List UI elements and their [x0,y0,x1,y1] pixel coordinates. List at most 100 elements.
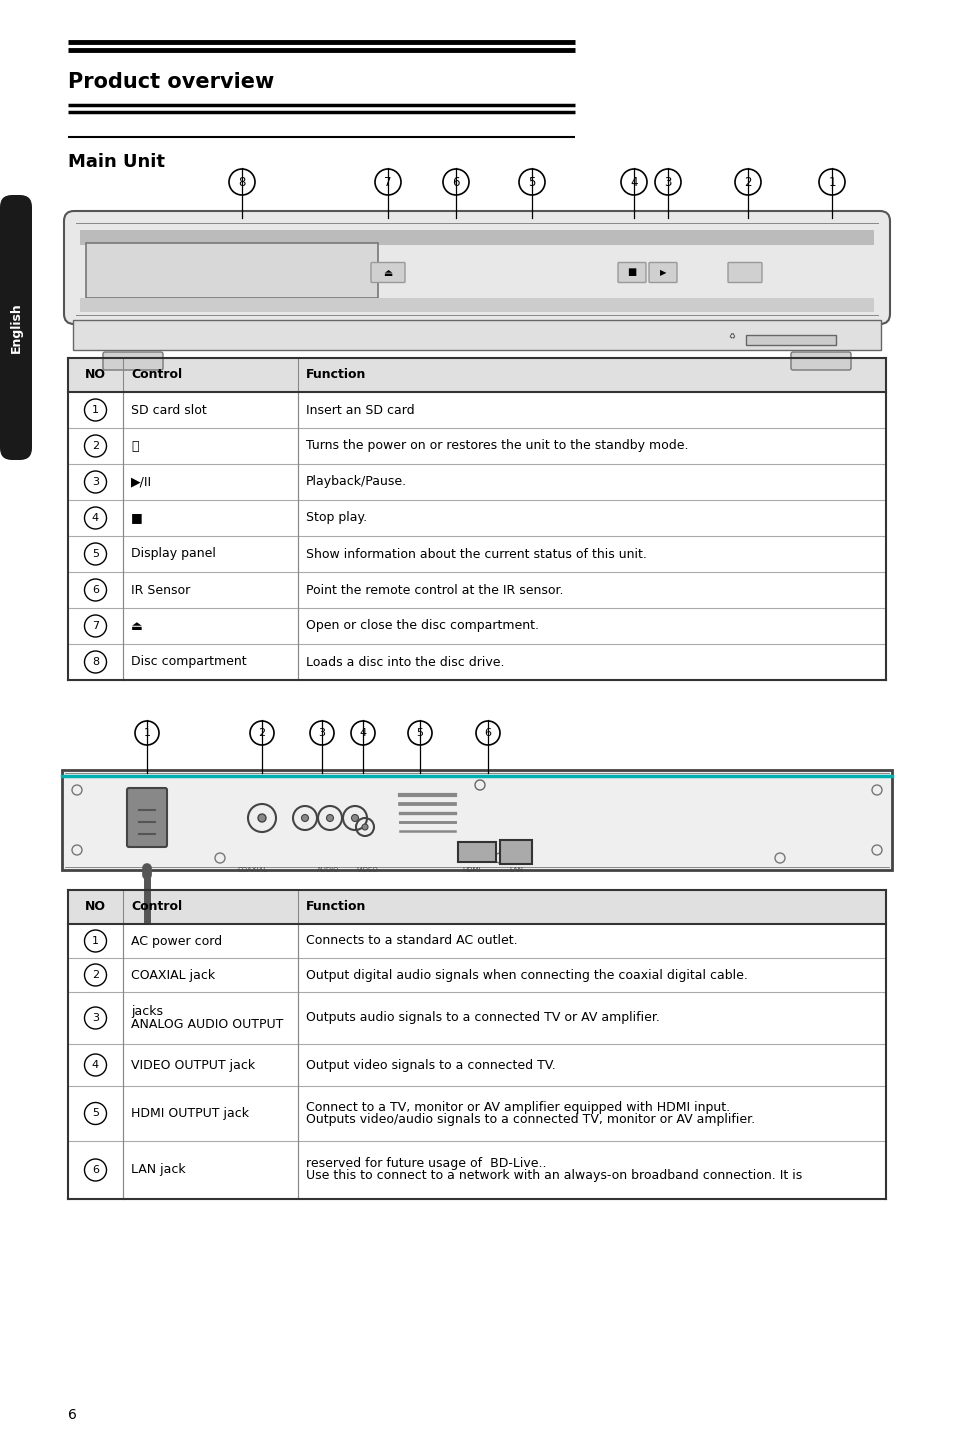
Text: 6: 6 [91,586,99,596]
Circle shape [301,815,308,822]
Text: NO: NO [85,901,106,914]
FancyBboxPatch shape [68,891,885,1199]
Text: Show information about the current status of this unit.: Show information about the current statu… [306,547,646,560]
Text: 4: 4 [359,727,366,737]
Text: IR Sensor: IR Sensor [131,583,190,597]
Text: Use this to connect to a network with an always-on broadband connection. It is: Use this to connect to a network with an… [306,1170,801,1183]
Text: COAXIAL: COAXIAL [237,866,268,874]
Text: 5: 5 [91,548,99,558]
Text: Function: Function [306,368,366,381]
Text: Open or close the disc compartment.: Open or close the disc compartment. [306,620,538,633]
Text: Product overview: Product overview [68,72,274,92]
Text: 2: 2 [743,176,751,189]
Text: ▶/II: ▶/II [131,475,152,488]
FancyBboxPatch shape [499,841,532,863]
Text: Stop play.: Stop play. [306,511,367,524]
FancyBboxPatch shape [68,358,885,392]
Text: VIDEO OUTPUT jack: VIDEO OUTPUT jack [131,1058,254,1071]
Text: 5: 5 [91,1108,99,1118]
Text: VIDEO: VIDEO [356,866,378,874]
Text: 6: 6 [484,727,491,737]
Text: 1: 1 [143,727,151,737]
FancyBboxPatch shape [80,231,873,245]
Text: Outputs video/audio signals to a connected TV, monitor or AV amplifier.: Outputs video/audio signals to a connect… [306,1113,755,1126]
Text: 1: 1 [91,405,99,415]
FancyBboxPatch shape [73,319,880,349]
Text: Outputs audio signals to a connected TV or AV amplifier.: Outputs audio signals to a connected TV … [306,1011,659,1024]
Text: Insert an SD card: Insert an SD card [306,404,415,417]
Text: AUDIO: AUDIO [316,866,339,874]
FancyBboxPatch shape [790,352,850,369]
Text: SD card slot: SD card slot [131,404,207,417]
Text: HDMI: HDMI [462,866,480,874]
FancyBboxPatch shape [648,262,677,282]
Text: Output digital audio signals when connecting the coaxial digital cable.: Output digital audio signals when connec… [306,968,747,981]
FancyBboxPatch shape [371,262,405,282]
Text: Connect to a TV, monitor or AV amplifier equipped with HDMI input.: Connect to a TV, monitor or AV amplifier… [306,1101,729,1114]
Circle shape [351,815,358,822]
FancyBboxPatch shape [457,842,496,862]
Text: Main Unit: Main Unit [68,153,165,170]
Circle shape [257,813,266,822]
Text: 6: 6 [452,176,459,189]
Text: 2: 2 [91,441,99,451]
FancyBboxPatch shape [618,262,645,282]
Text: 8: 8 [238,176,246,189]
Text: Control: Control [131,901,182,914]
FancyBboxPatch shape [62,770,891,871]
Text: 2: 2 [91,969,99,979]
Text: 7: 7 [384,176,392,189]
FancyBboxPatch shape [127,788,167,846]
Text: ⏏: ⏏ [383,268,393,278]
Text: Turns the power on or restores the unit to the standby mode.: Turns the power on or restores the unit … [306,440,688,453]
Text: ♻: ♻ [728,332,735,341]
Text: ⏻: ⏻ [131,440,138,453]
Text: Disc compartment: Disc compartment [131,656,247,669]
Text: LAN jack: LAN jack [131,1163,186,1177]
Text: Control: Control [131,368,182,381]
Text: 4: 4 [91,513,99,523]
Text: 1: 1 [827,176,835,189]
Text: 6: 6 [68,1408,77,1422]
FancyBboxPatch shape [68,358,885,680]
Text: ANALOG AUDIO OUTPUT: ANALOG AUDIO OUTPUT [131,1018,283,1031]
Text: 4: 4 [91,1060,99,1070]
Text: ■: ■ [627,268,636,278]
Text: 5: 5 [528,176,536,189]
Text: LAN: LAN [509,866,522,874]
Text: jacks: jacks [131,1005,163,1018]
Text: COAXIAL jack: COAXIAL jack [131,968,214,981]
Text: Connects to a standard AC outlet.: Connects to a standard AC outlet. [306,935,517,948]
FancyBboxPatch shape [80,298,873,312]
Text: 8: 8 [91,657,99,667]
Text: HDMI OUTPUT jack: HDMI OUTPUT jack [131,1107,249,1120]
Text: 6: 6 [91,1166,99,1176]
FancyBboxPatch shape [727,262,761,282]
Text: 7: 7 [91,621,99,632]
Text: English: English [10,302,23,352]
Text: ▶: ▶ [659,268,665,276]
Text: 3: 3 [91,477,99,487]
FancyBboxPatch shape [68,891,885,924]
Text: 4: 4 [630,176,638,189]
Text: 2: 2 [258,727,265,737]
FancyBboxPatch shape [0,195,32,460]
Text: 1: 1 [91,937,99,947]
FancyBboxPatch shape [745,335,835,345]
Text: AC power cord: AC power cord [131,935,222,948]
Text: Playback/Pause.: Playback/Pause. [306,475,407,488]
FancyBboxPatch shape [86,243,377,298]
Text: Output video signals to a connected TV.: Output video signals to a connected TV. [306,1058,556,1071]
FancyBboxPatch shape [103,352,163,369]
Text: ■: ■ [131,511,143,524]
Text: reserved for future usage of  BD-Live..: reserved for future usage of BD-Live.. [306,1157,546,1170]
Text: Display panel: Display panel [131,547,215,560]
Text: ⏏: ⏏ [131,620,143,633]
Text: 3: 3 [663,176,671,189]
Text: Function: Function [306,901,366,914]
Text: 3: 3 [318,727,325,737]
Circle shape [326,815,334,822]
Text: Loads a disc into the disc drive.: Loads a disc into the disc drive. [306,656,504,669]
Text: Point the remote control at the IR sensor.: Point the remote control at the IR senso… [306,583,563,597]
Text: 5: 5 [416,727,423,737]
